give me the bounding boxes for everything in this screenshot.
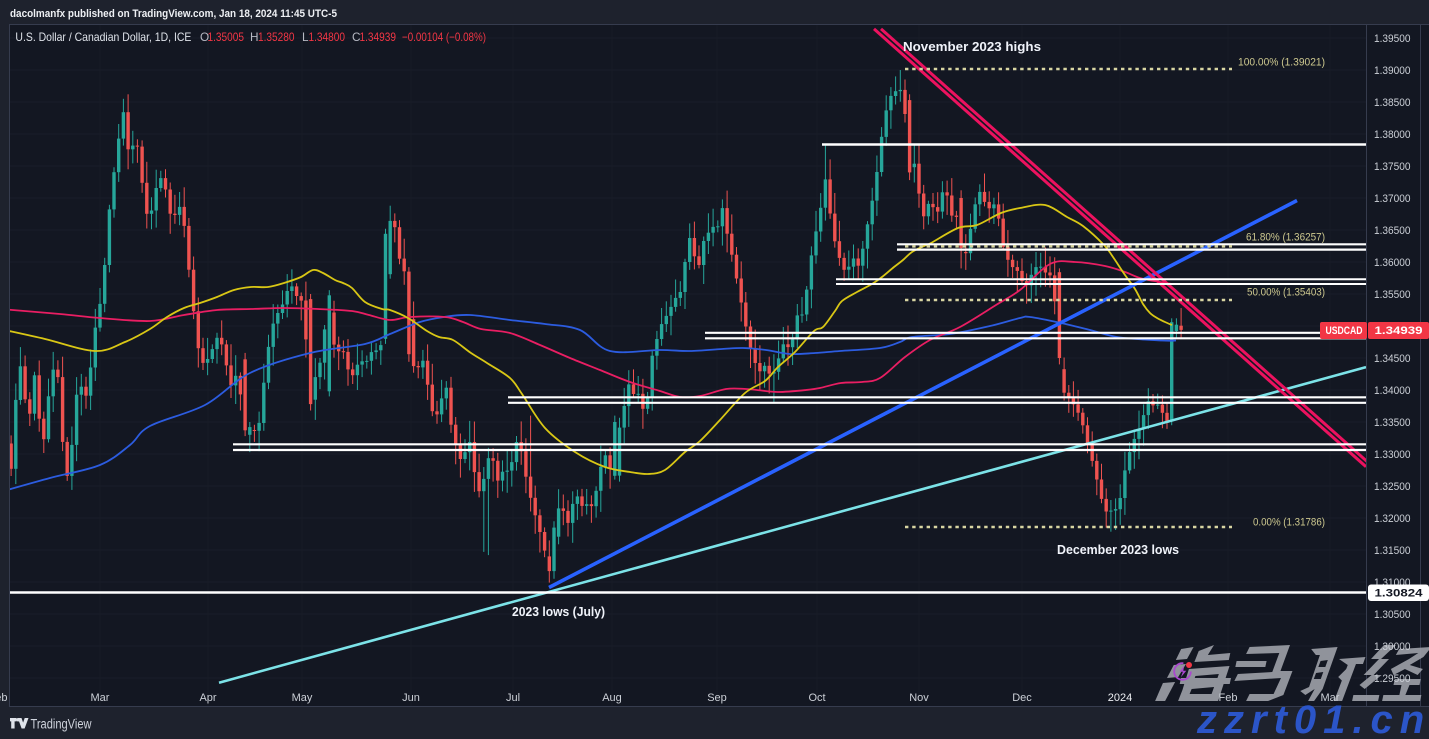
svg-text:1.32500: 1.32500 <box>1374 481 1411 493</box>
svg-text:1.36500: 1.36500 <box>1374 225 1411 237</box>
svg-text:1.34000: 1.34000 <box>1374 385 1411 397</box>
svg-text:December 2023 lows: December 2023 lows <box>1057 542 1179 557</box>
svg-text:Jun: Jun <box>402 692 420 704</box>
svg-text:Oct: Oct <box>808 692 825 704</box>
svg-text:dacolmanfx published on Tradin: dacolmanfx published on TradingView.com,… <box>10 8 337 20</box>
svg-text:61.80% (1.36257): 61.80% (1.36257) <box>1246 232 1325 244</box>
svg-text:2024: 2024 <box>1108 692 1132 704</box>
svg-text:L: L <box>302 30 309 44</box>
svg-text:1.33000: 1.33000 <box>1374 449 1411 461</box>
svg-text:1.34500: 1.34500 <box>1374 353 1411 365</box>
svg-text:1.35280: 1.35280 <box>258 30 295 44</box>
svg-text:Dec: Dec <box>1012 692 1032 704</box>
svg-text:1.30824: 1.30824 <box>1375 588 1424 600</box>
svg-text:Feb: Feb <box>1219 692 1238 704</box>
svg-text:Aug: Aug <box>602 692 622 704</box>
svg-text:USDCAD: USDCAD <box>1326 325 1363 337</box>
svg-text:2023 lows (July): 2023 lows (July) <box>512 605 605 619</box>
svg-text:TradingView: TradingView <box>31 717 92 732</box>
svg-text:1.37500: 1.37500 <box>1374 161 1411 173</box>
svg-text:U.S. Dollar / Canadian Dollar,: U.S. Dollar / Canadian Dollar, 1D, ICE <box>15 30 191 44</box>
svg-text:Nov: Nov <box>909 692 929 704</box>
svg-text:C: C <box>352 30 361 44</box>
svg-text:1.30000: 1.30000 <box>1374 641 1411 653</box>
svg-text:Mar: Mar <box>1321 692 1340 704</box>
svg-text:0.00% (1.31786): 0.00% (1.31786) <box>1253 517 1325 529</box>
svg-text:November 2023 highs: November 2023 highs <box>903 39 1041 54</box>
svg-text:1.37000: 1.37000 <box>1374 193 1411 205</box>
svg-text:−0.00104 (−0.08%): −0.00104 (−0.08%) <box>402 30 486 44</box>
svg-text:1.36000: 1.36000 <box>1374 257 1411 269</box>
svg-text:1.34800: 1.34800 <box>309 30 346 44</box>
svg-text:zzrt01.cn: zzrt01.cn <box>1196 698 1429 739</box>
svg-text:1.38000: 1.38000 <box>1374 129 1411 141</box>
svg-text:1.34939: 1.34939 <box>1375 325 1423 337</box>
svg-text:Apr: Apr <box>199 692 216 704</box>
svg-text:50.00% (1.35403): 50.00% (1.35403) <box>1247 287 1325 299</box>
svg-text:1.35005: 1.35005 <box>208 30 245 44</box>
svg-text:1.29500: 1.29500 <box>1374 673 1411 685</box>
svg-text:1.32000: 1.32000 <box>1374 513 1411 525</box>
svg-text:1.34939: 1.34939 <box>360 30 397 44</box>
svg-text:1.33500: 1.33500 <box>1374 417 1411 429</box>
svg-text:100.00% (1.39021): 100.00% (1.39021) <box>1238 57 1325 69</box>
svg-text:1.38500: 1.38500 <box>1374 97 1411 109</box>
svg-text:Sep: Sep <box>707 692 727 704</box>
svg-text:Mar: Mar <box>91 692 110 704</box>
svg-text:May: May <box>292 692 313 704</box>
svg-text:1.30500: 1.30500 <box>1374 609 1411 621</box>
svg-text:1.39500: 1.39500 <box>1374 33 1411 45</box>
svg-text:1.39000: 1.39000 <box>1374 65 1411 77</box>
svg-text:1.35500: 1.35500 <box>1374 289 1411 301</box>
svg-text:H: H <box>250 30 259 44</box>
svg-text:Feb: Feb <box>0 692 7 704</box>
svg-text:O: O <box>200 30 209 44</box>
svg-text:1.31500: 1.31500 <box>1374 545 1411 557</box>
svg-text:Jul: Jul <box>506 692 520 704</box>
